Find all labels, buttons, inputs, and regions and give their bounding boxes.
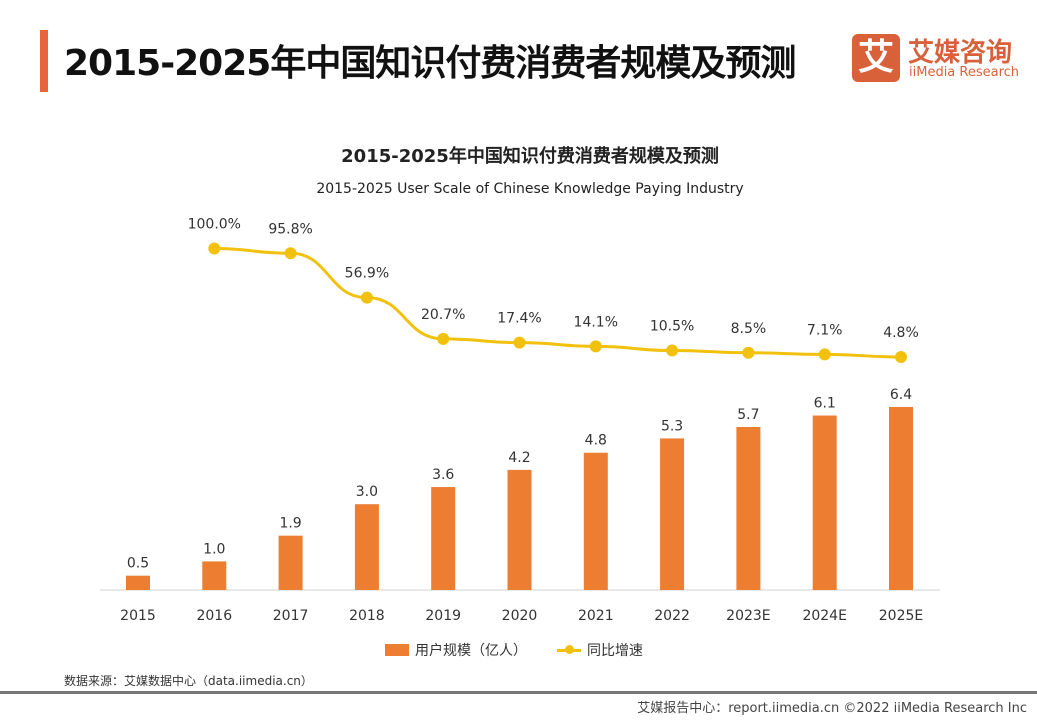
bar-value-label: 1.9 (279, 516, 301, 532)
footer-credit: 艾媒报告中心：report.iimedia.cn ©2022 iiMedia R… (637, 701, 1027, 716)
bar (278, 535, 303, 590)
legend: 用户规模（亿人） 同比增速 (385, 640, 643, 660)
chart-title: 2015-2025年中国知识付费消费者规模及预测 (341, 146, 719, 167)
title-accent-bar (40, 30, 48, 92)
growth-point (666, 344, 679, 357)
bar-value-label: 3.6 (432, 467, 454, 483)
bar-value-label: 5.3 (661, 418, 683, 434)
legend-line-label: 同比增速 (587, 643, 643, 659)
bar-value-label: 3.0 (356, 484, 378, 500)
legend-bar-swatch (385, 644, 409, 656)
bar (431, 487, 456, 590)
growth-value-label: 56.9% (345, 266, 389, 282)
source-note: 数据来源：艾媒数据中心（data.iimedia.cn） (64, 674, 313, 688)
growth-point (818, 348, 831, 361)
x-tick-label: 2024E (802, 608, 846, 624)
growth-point (742, 346, 755, 359)
bar-value-label: 6.1 (814, 396, 836, 412)
bar (889, 406, 913, 590)
growth-point (284, 247, 297, 260)
bar-value-label: 4.8 (585, 433, 607, 449)
bar-value-label: 6.4 (890, 387, 912, 403)
x-tick-label: 2023E (726, 608, 770, 624)
bar (736, 426, 761, 590)
growth-point (895, 351, 907, 363)
bar (660, 438, 685, 590)
x-tick-label: 2025E (879, 608, 923, 624)
growth-point (589, 340, 602, 353)
growth-value-label: 17.4% (497, 311, 541, 327)
x-tick-label: 2018 (349, 608, 385, 624)
logo: 艾 艾媒咨询 iiMedia Research (852, 34, 1032, 84)
x-tick-label: 2015 (120, 608, 156, 624)
bar (812, 415, 837, 590)
x-tick-label: 2022 (654, 608, 690, 624)
growth-point (360, 291, 373, 304)
growth-point (208, 242, 221, 255)
growth-point (513, 336, 526, 349)
growth-value-label: 10.5% (650, 319, 694, 335)
footer-divider (0, 691, 1037, 694)
bar (583, 452, 608, 590)
bar-value-label: 5.7 (737, 407, 759, 423)
growth-value-label: 20.7% (421, 307, 465, 323)
x-tick-label: 2021 (578, 608, 614, 624)
logo-cn: 艾媒咨询 (908, 38, 1013, 68)
chart-subtitle: 2015-2025 User Scale of Chinese Knowledg… (316, 181, 744, 197)
bar (354, 504, 379, 590)
bar-value-label: 4.2 (508, 450, 530, 466)
bar-value-label: 1.0 (203, 541, 225, 557)
growth-value-label: 100.0% (188, 216, 241, 232)
logo-en: iiMedia Research (909, 65, 1020, 80)
legend-bar-label: 用户规模（亿人） (415, 643, 527, 659)
page-title: 2015-2025年中国知识付费消费者规模及预测 (64, 43, 796, 84)
growth-value-label: 14.1% (574, 314, 618, 330)
growth-value-label: 95.8% (268, 221, 312, 237)
x-tick-label: 2019 (425, 608, 461, 624)
growth-value-label: 7.1% (807, 322, 843, 338)
bar (507, 469, 532, 590)
x-tick-label: 2017 (273, 608, 309, 624)
bar-value-label: 0.5 (127, 556, 149, 572)
bar (126, 575, 150, 590)
x-tick-label: 2020 (502, 608, 538, 624)
legend-line-swatch (557, 645, 581, 654)
growth-value-label: 8.5% (731, 321, 767, 337)
logo-icon: 艾 (852, 34, 900, 82)
x-tick-label: 2016 (196, 608, 232, 624)
growth-point (437, 332, 450, 345)
growth-line (214, 246, 902, 359)
bar (202, 561, 227, 590)
growth-value-label: 4.8% (883, 325, 919, 341)
